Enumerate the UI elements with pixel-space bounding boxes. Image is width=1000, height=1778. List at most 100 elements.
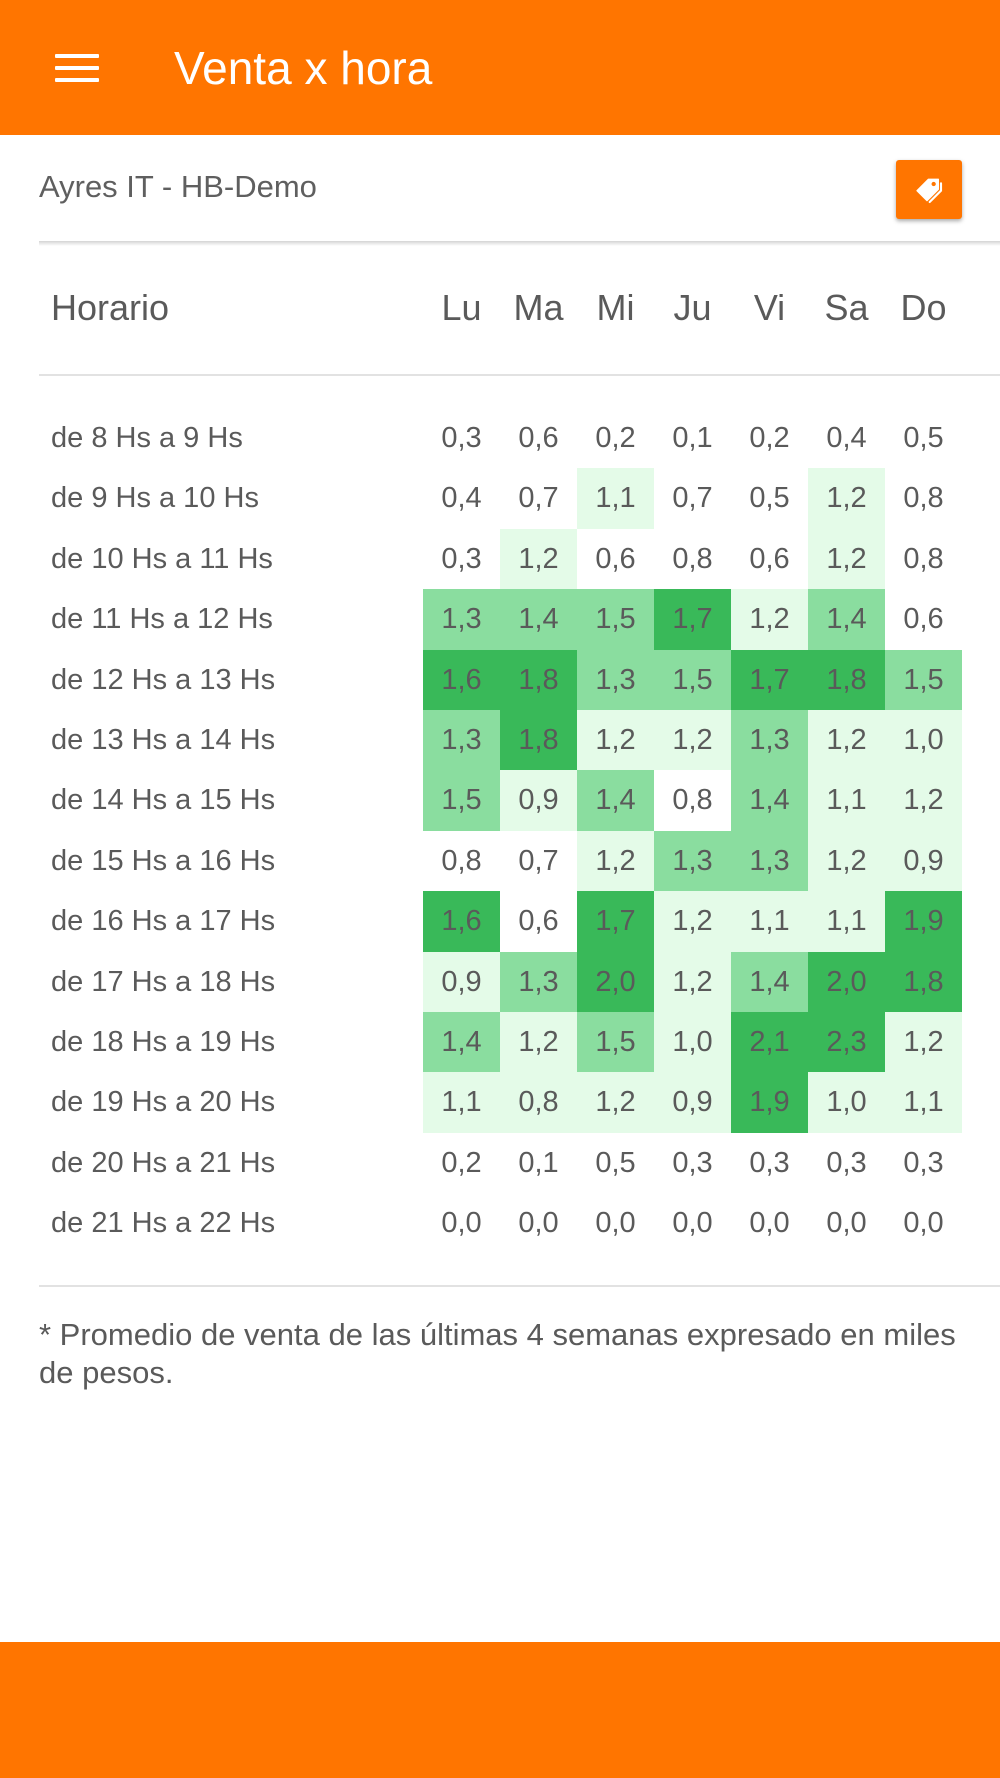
sales-cell: 0,3 [423, 528, 500, 590]
sales-cell: 1,8 [500, 649, 577, 710]
table-row: de 13 Hs a 14 Hs 1,3 1,8 1,2 1,2 1,3 1,2 1,0 [0, 710, 1000, 771]
sales-cell: 0,0 [577, 1193, 654, 1254]
sales-cell: 1,7 [577, 891, 654, 952]
sales-cell: 0,9 [500, 770, 577, 831]
sales-cell: 0,8 [500, 1072, 577, 1133]
sales-cell: 1,1 [808, 770, 885, 831]
sales-cell: 0,8 [654, 528, 731, 590]
sales-cell: 0,6 [500, 891, 577, 952]
column-header-day: Lu [441, 287, 482, 328]
sales-cell: 0,2 [577, 408, 654, 469]
sales-cell: 0,6 [500, 408, 577, 469]
sales-cell: 0,0 [654, 1193, 731, 1254]
sales-cell: 1,2 [808, 468, 885, 529]
sales-cell: 1,8 [885, 951, 962, 1012]
sales-cell: 0,7 [500, 468, 577, 529]
sales-cell: 0,7 [500, 830, 577, 892]
sales-cell: 1,1 [423, 1072, 500, 1133]
sales-cell: 0,2 [731, 408, 808, 469]
sales-cell: 1,8 [500, 710, 577, 771]
sales-cell: 1,2 [885, 1012, 962, 1073]
sales-cell: 0,0 [731, 1193, 808, 1254]
sales-cell: 0,6 [885, 589, 962, 650]
sales-cell: 1,2 [654, 891, 731, 952]
sales-cell: 0,1 [654, 408, 731, 469]
hour-range-label: de 16 Hs a 17 Hs [51, 905, 276, 938]
hour-range-label: de 9 Hs a 10 Hs [51, 482, 259, 515]
sales-cell: 1,3 [423, 710, 500, 771]
tag-button[interactable] [896, 160, 962, 219]
sales-cell: 1,4 [500, 589, 577, 650]
hour-range-label: de 17 Hs a 18 Hs [51, 965, 276, 998]
sales-cell: 0,9 [885, 830, 962, 892]
hour-range-label: de 12 Hs a 13 Hs [51, 663, 276, 696]
sales-cell: 0,9 [423, 951, 500, 1012]
header-divider [39, 374, 1000, 376]
sales-cell: 0,6 [577, 528, 654, 590]
sales-cell: 1,7 [654, 589, 731, 650]
menu-icon[interactable] [40, 34, 114, 102]
hour-range-label: de 14 Hs a 15 Hs [51, 784, 276, 817]
table-row: de 11 Hs a 12 Hs 1,3 1,4 1,5 1,7 1,2 1,4 0,6 [0, 589, 1000, 650]
sales-cell: 2,1 [731, 1012, 808, 1073]
tag-icon [916, 178, 943, 203]
sales-cell: 1,2 [500, 1012, 577, 1073]
column-header-day: Ju [673, 287, 712, 328]
table-row: de 9 Hs a 10 Hs 0,4 0,7 1,1 0,7 0,5 1,2 0,8 [0, 468, 1000, 529]
column-header-day: Sa [824, 287, 869, 328]
company-name: Ayres IT - HB-Demo [39, 169, 317, 204]
sales-cell: 2,0 [577, 951, 654, 1012]
sales-cell: 1,9 [731, 1072, 808, 1133]
sales-cell: 1,3 [423, 589, 500, 650]
column-header-day: Do [900, 287, 947, 328]
sales-cell: 0,5 [731, 468, 808, 529]
sales-cell: 1,1 [731, 891, 808, 952]
sales-cell: 1,2 [577, 830, 654, 892]
sales-cell: 1,2 [577, 1072, 654, 1133]
sales-cell: 2,0 [808, 951, 885, 1012]
hour-range-label: de 21 Hs a 22 Hs [51, 1207, 276, 1240]
sales-cell: 2,3 [808, 1012, 885, 1073]
sales-cell: 1,6 [423, 891, 500, 952]
sales-cell: 1,2 [654, 710, 731, 771]
hour-range-label: de 19 Hs a 20 Hs [51, 1086, 276, 1119]
sales-cell: 0,0 [808, 1193, 885, 1254]
sales-cell: 1,1 [577, 468, 654, 529]
bottom-bar [0, 1642, 1000, 1778]
hour-range-label: de 11 Hs a 12 Hs [51, 603, 273, 636]
sales-cell: 1,4 [808, 589, 885, 650]
sales-cell: 1,4 [423, 1012, 500, 1073]
hour-range-label: de 15 Hs a 16 Hs [51, 844, 276, 877]
company-header: Ayres IT - HB-Demo [0, 135, 1000, 242]
header-shadow [39, 241, 1000, 246]
sales-cell: 0,2 [423, 1132, 500, 1194]
table-row: de 15 Hs a 16 Hs 0,8 0,7 1,2 1,3 1,3 1,2 0,9 [0, 830, 1000, 892]
sales-cell: 0,0 [500, 1193, 577, 1254]
sales-cell: 1,0 [885, 710, 962, 771]
sales-cell: 1,3 [731, 830, 808, 892]
sales-cell: 1,2 [731, 589, 808, 650]
sales-cell: 1,4 [577, 770, 654, 831]
sales-cell: 1,1 [885, 1072, 962, 1133]
sales-cell: 1,0 [654, 1012, 731, 1073]
sales-cell: 1,7 [731, 649, 808, 710]
sales-cell: 0,7 [654, 468, 731, 529]
sales-cell: 1,2 [808, 710, 885, 771]
sales-cell: 0,8 [654, 770, 731, 831]
sales-cell: 1,0 [808, 1072, 885, 1133]
sales-cell: 0,4 [423, 468, 500, 529]
sales-cell: 0,6 [731, 528, 808, 590]
table-row: de 17 Hs a 18 Hs 0,9 1,3 2,0 1,2 1,4 2,0 1,8 [0, 951, 1000, 1012]
sales-cell: 0,3 [731, 1132, 808, 1194]
sales-cell: 1,2 [654, 951, 731, 1012]
sales-cell: 1,5 [654, 649, 731, 710]
table-row: de 16 Hs a 17 Hs 1,6 0,6 1,7 1,2 1,1 1,1 1,9 [0, 891, 1000, 952]
sales-cell: 1,4 [731, 951, 808, 1012]
table-row: de 8 Hs a 9 Hs 0,3 0,6 0,2 0,1 0,2 0,4 0,5 [0, 408, 1000, 469]
sales-cell: 0,5 [885, 408, 962, 469]
sales-cell: 1,4 [731, 770, 808, 831]
sales-cell: 1,2 [808, 528, 885, 590]
sales-cell: 1,2 [885, 770, 962, 831]
sales-cell: 0,3 [423, 408, 500, 469]
sales-cell: 1,3 [731, 710, 808, 771]
